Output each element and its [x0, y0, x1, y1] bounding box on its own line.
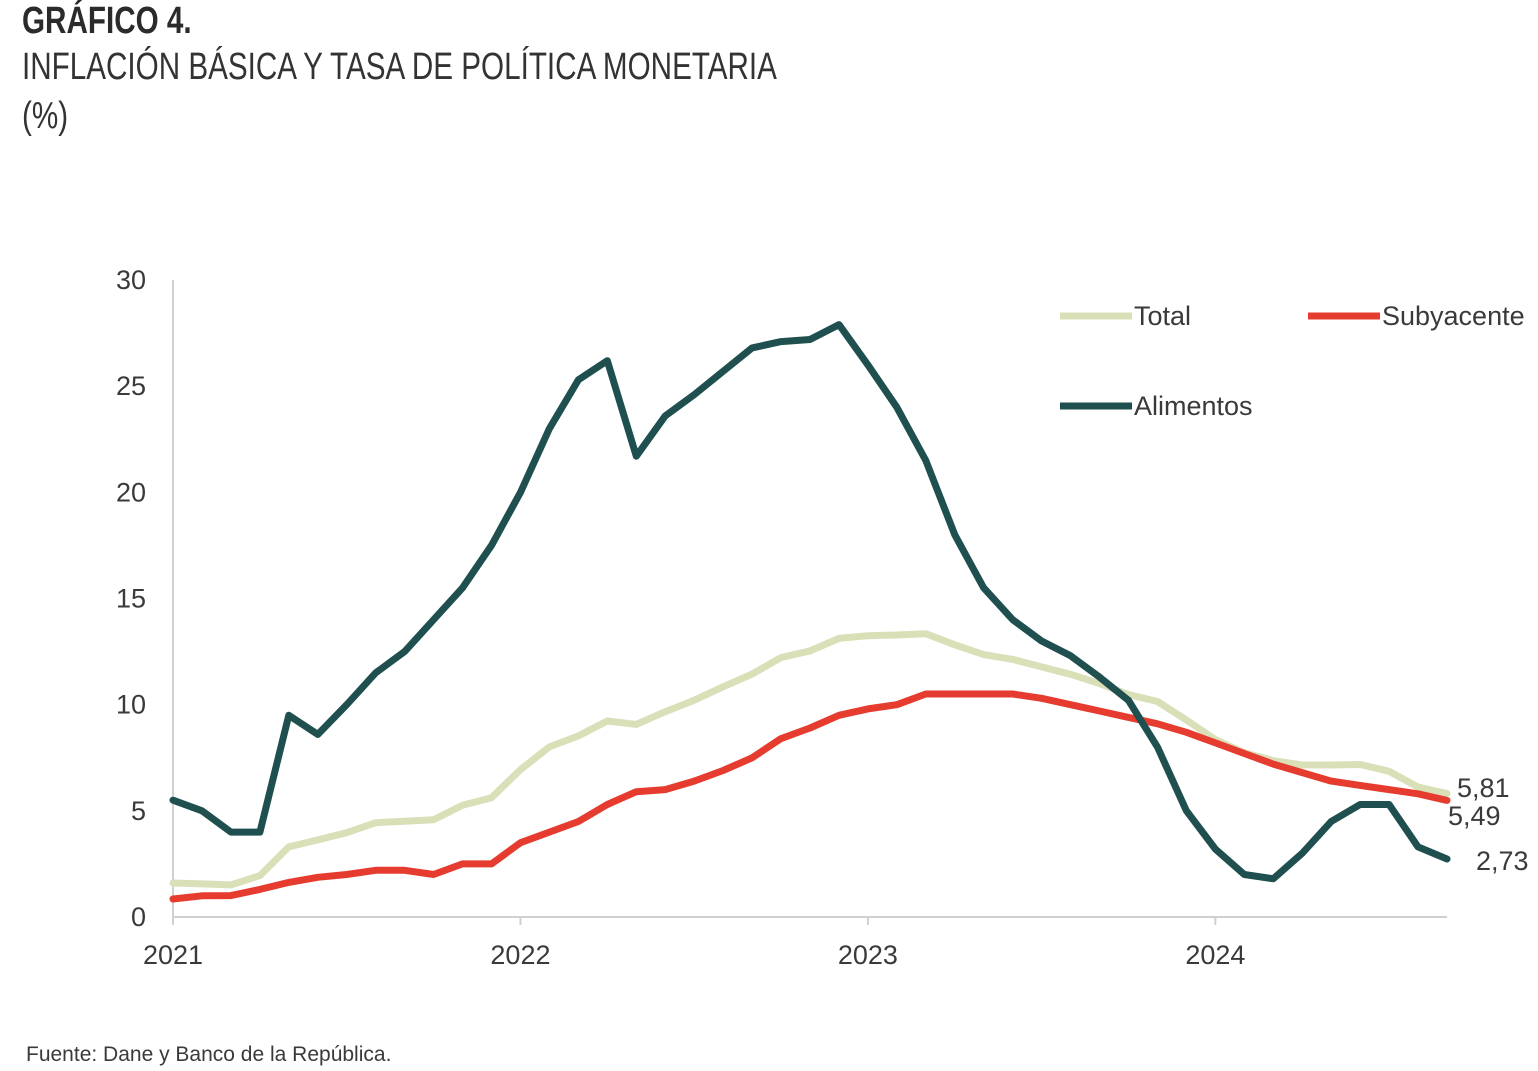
x-tick-label: 2023: [838, 940, 898, 970]
y-tick-label: 20: [116, 477, 146, 507]
legend-label-total: Total: [1134, 301, 1191, 331]
y-tick-label: 0: [131, 902, 146, 932]
x-tick-label: 2021: [143, 940, 203, 970]
series-line-subyacente: [169, 690, 1451, 903]
axes: 0 5 10 15 20 25 30 2021 2022 2023 2024: [116, 265, 1447, 970]
legend-label-alimentos: Alimentos: [1134, 391, 1253, 421]
source-note: Fuente: Dane y Banco de la República.: [26, 1043, 392, 1066]
end-label-subyacente: 5,49: [1448, 801, 1501, 831]
chart-unit: (%): [22, 95, 69, 137]
y-tick-label: 5: [131, 796, 146, 826]
end-labels: 5,815,49 2,73: [1448, 773, 1529, 876]
legend: Total Subyacente Alimentos: [1060, 301, 1525, 421]
end-label-total: 5,81: [1457, 773, 1510, 803]
x-tick-label: 2022: [490, 940, 550, 970]
y-tick-label: 10: [116, 690, 146, 720]
y-tick-label: 30: [116, 265, 146, 295]
end-label-alimentos: 2,73: [1476, 846, 1529, 876]
series-line-alimentos: [169, 321, 1451, 883]
y-tick-label: 15: [116, 584, 146, 614]
legend-label-subyacente: Subyacente: [1382, 301, 1525, 331]
y-tick-label: 25: [116, 371, 146, 401]
chart-title: INFLACIÓN BÁSICA Y TASA DE POLÍTICA MONE…: [22, 46, 777, 88]
series-lines: [169, 321, 1451, 903]
chart-number: GRÁFICO 4.: [22, 0, 192, 42]
x-tick-label: 2024: [1185, 940, 1245, 970]
